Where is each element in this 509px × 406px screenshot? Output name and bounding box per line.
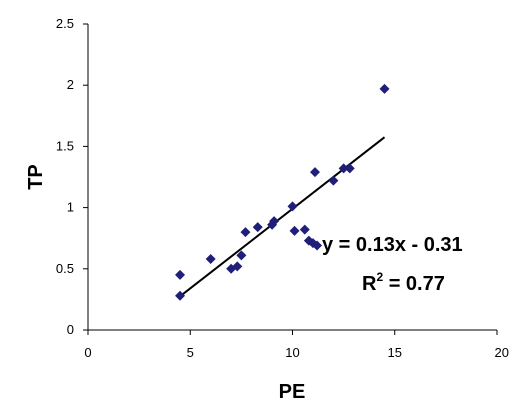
- y-tick-label: 0.5: [56, 261, 74, 276]
- data-point: [240, 227, 251, 238]
- data-point: [379, 83, 390, 94]
- y-tick-label: 1.5: [56, 138, 74, 153]
- x-tick-label: 20: [495, 345, 509, 360]
- data-point: [269, 216, 280, 227]
- r-squared-label: R2 = 0.77: [362, 270, 445, 295]
- trendline-equation: y = 0.13x - 0.31: [322, 234, 463, 256]
- y-tick-label: 1: [67, 200, 74, 215]
- data-point: [232, 261, 243, 272]
- r-squared-superscript: 2: [376, 270, 383, 284]
- x-axis-title: PE: [279, 381, 306, 403]
- data-point: [205, 254, 216, 265]
- data-point: [252, 222, 263, 233]
- data-point: [338, 163, 349, 174]
- data-point: [287, 201, 298, 212]
- y-ticks: 0 0.5 1 1.5 2 2.5: [56, 16, 88, 337]
- r-squared-value: = 0.77: [383, 273, 445, 295]
- data-point: [309, 167, 320, 178]
- data-point: [299, 224, 310, 235]
- x-tick-label: 0: [84, 345, 91, 360]
- data-point: [175, 290, 186, 301]
- r-squared-prefix: R: [362, 273, 377, 295]
- data-point: [289, 225, 300, 236]
- y-tick-label: 2.5: [56, 16, 74, 31]
- y-tick-label: 2: [67, 77, 74, 92]
- y-axis: 0 0.5 1 1.5 2 2.5: [56, 16, 89, 337]
- x-tick-label: 5: [187, 345, 194, 360]
- x-ticks: 0 5 10 15 20: [84, 330, 509, 360]
- data-point: [328, 175, 339, 186]
- data-point: [344, 163, 355, 174]
- trendline: [179, 136, 386, 298]
- data-point: [175, 269, 186, 280]
- data-point: [236, 250, 247, 261]
- x-axis: 0 5 10 15 20: [84, 329, 509, 360]
- y-tick-label: 0: [67, 322, 74, 337]
- x-tick-label: 15: [388, 345, 402, 360]
- y-axis-title: TP: [25, 164, 47, 190]
- data-point: [312, 240, 323, 251]
- data-points: [175, 83, 390, 301]
- x-tick-label: 10: [285, 345, 299, 360]
